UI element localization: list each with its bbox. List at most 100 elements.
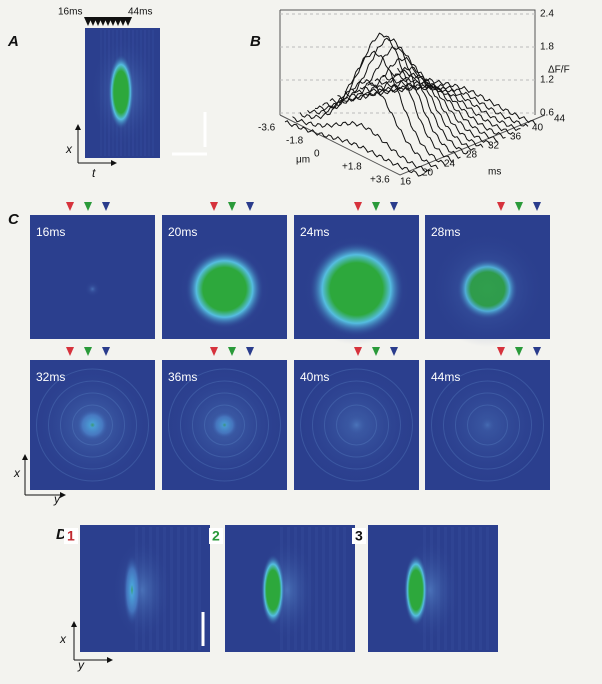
space-tick-label: -1.8 [286, 136, 304, 147]
trace [382, 75, 521, 132]
marker-arrowhead [372, 347, 380, 356]
marker-arrowhead [515, 347, 523, 356]
panel-label: A [7, 33, 19, 50]
ring [300, 368, 413, 482]
z-tick-label: 1.8 [540, 42, 554, 53]
signal [185, 249, 264, 329]
marker-arrowhead [246, 347, 254, 356]
marker-arrowhead [372, 202, 380, 211]
axis-label: μm [296, 155, 310, 166]
panel-label: C [8, 211, 20, 228]
trace [337, 56, 476, 151]
axis-label: x [65, 142, 73, 156]
frame-label: 16ms [36, 225, 65, 239]
signal [404, 554, 428, 626]
ring [48, 380, 137, 470]
time-tick-label: 36 [510, 132, 522, 143]
marker-arrowhead [354, 347, 362, 356]
axis-label: y [77, 658, 85, 672]
number-box [209, 528, 223, 544]
frame-label: 28ms [431, 225, 460, 239]
line-number: 2 [212, 528, 220, 544]
image-texture [191, 527, 194, 650]
axis-label: x [13, 466, 21, 480]
marker-arrowhead [246, 202, 254, 211]
space-tick-label: 0 [314, 149, 320, 160]
trace [292, 116, 431, 173]
ring [204, 404, 245, 446]
line-number: 3 [355, 528, 363, 544]
ring [324, 392, 389, 458]
image-texture [322, 527, 325, 650]
time-tick-label: 40 [532, 123, 544, 134]
z-tick-label: 2.4 [540, 9, 554, 20]
ring [443, 380, 532, 470]
axis-label: t [92, 166, 96, 180]
z-tick-label: 1.2 [540, 75, 554, 86]
marker-arrowhead [390, 202, 398, 211]
trace [322, 37, 461, 159]
signal [123, 554, 141, 626]
marker-arrowhead [533, 202, 541, 211]
trace [344, 66, 484, 148]
trace [374, 78, 514, 135]
ring [72, 404, 113, 446]
ring [168, 368, 281, 482]
frame-label: 36ms [168, 370, 197, 384]
frame-label: 44ms [431, 370, 460, 384]
marker-arrowhead [84, 347, 92, 356]
trace [314, 32, 454, 163]
ring [180, 380, 269, 470]
marker-arrowhead [66, 347, 74, 356]
ring [431, 368, 544, 482]
marker-arrowhead [533, 347, 541, 356]
time-tick-label: 44 [554, 114, 566, 125]
ring [36, 368, 149, 482]
ring [467, 404, 508, 446]
marker-arrowhead [228, 347, 236, 356]
space-tick-label: +3.6 [370, 175, 390, 186]
signal [479, 416, 496, 434]
frame-label: 20ms [168, 225, 197, 239]
marker-arrowhead [228, 202, 236, 211]
number-box [64, 528, 78, 544]
time-tick-label: 16 [400, 177, 412, 188]
image-texture [184, 527, 187, 650]
signal [308, 241, 405, 337]
ring [455, 392, 520, 458]
signal [108, 54, 134, 130]
trace [389, 70, 529, 127]
signal [456, 258, 519, 320]
trace [284, 120, 424, 177]
time-tick-label: 32 [488, 141, 500, 152]
trace [359, 80, 499, 143]
signal [345, 413, 368, 437]
time-tick-label: 28 [466, 150, 478, 161]
trace [367, 82, 506, 139]
frame-label: 32ms [36, 370, 65, 384]
space-tick-label: +1.8 [342, 162, 362, 173]
marker-arrowhead [390, 347, 398, 356]
image-texture [177, 527, 180, 650]
ring [336, 404, 377, 446]
signal [88, 284, 97, 294]
marker-arrowhead [497, 202, 505, 211]
image-texture [472, 527, 475, 650]
signal [261, 554, 285, 626]
time-end: 44ms [128, 7, 152, 18]
axis-label: x [59, 632, 67, 646]
axis-label: ΔF/F [548, 65, 570, 76]
signal [75, 408, 110, 442]
trace [299, 79, 439, 170]
number-box [352, 528, 366, 544]
axis-label: y [53, 492, 61, 506]
marker-arrowhead [354, 202, 362, 211]
marker-arrowhead [210, 347, 218, 356]
ring [192, 392, 257, 458]
line-number: 1 [67, 528, 75, 544]
frame-label: 40ms [300, 370, 329, 384]
signal-glow [112, 538, 172, 642]
marker-arrowhead [515, 202, 523, 211]
marker-arrowhead [210, 202, 218, 211]
